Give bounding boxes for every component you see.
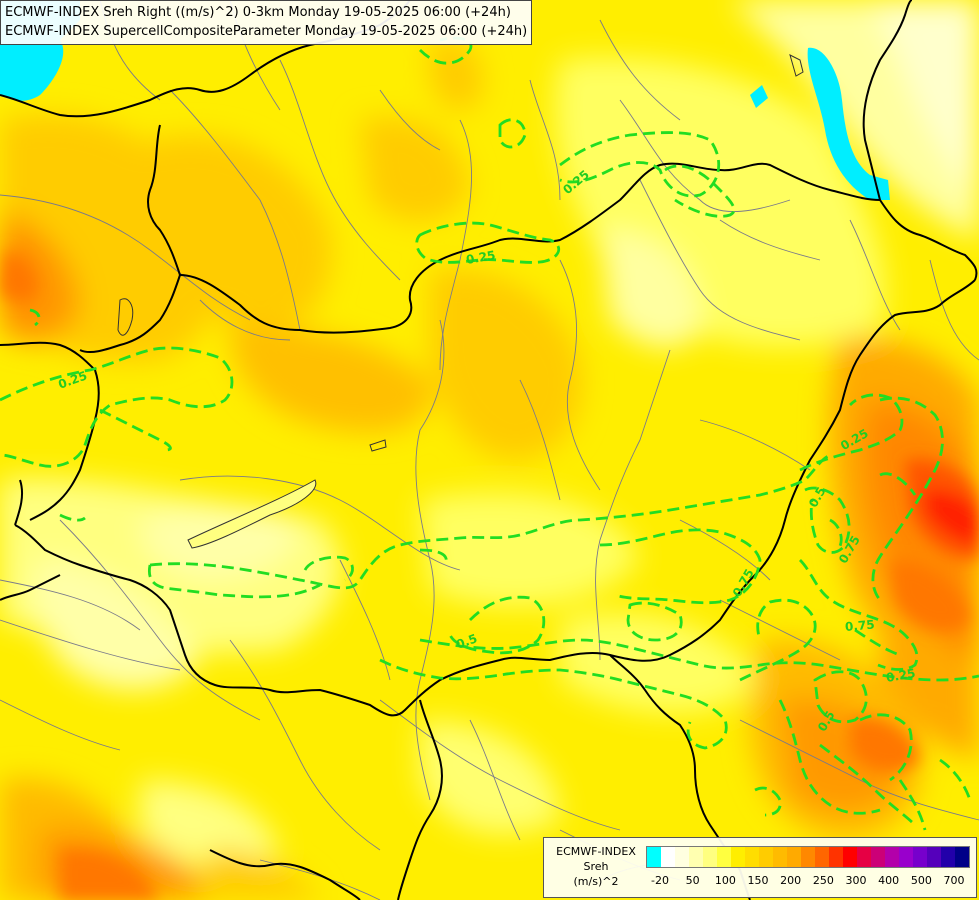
scp-contours <box>0 36 979 831</box>
legend-label: ECMWF-INDEX Sreh (m/s)^2 <box>548 844 644 889</box>
legend-swatch <box>661 847 675 867</box>
contour-label: 0.5 <box>454 631 479 651</box>
legend-tick-label: 300 <box>845 874 867 887</box>
legend-swatch <box>759 847 773 867</box>
legend-swatch <box>913 847 927 867</box>
legend-swatch <box>647 847 661 867</box>
legend-swatch <box>773 847 787 867</box>
contour-label: 0.25 <box>885 666 917 685</box>
small-lake-outline <box>369 439 387 452</box>
map-title-line-2: ECMWF-INDEX SupercellCompositeParameter … <box>5 24 528 39</box>
legend-swatch <box>675 847 689 867</box>
legend-swatch <box>703 847 717 867</box>
legend-swatch <box>787 847 801 867</box>
legend-swatch <box>717 847 731 867</box>
legend-swatch <box>871 847 885 867</box>
legend-label-line-3: (m/s)^2 <box>573 875 619 888</box>
legend-swatch <box>689 847 703 867</box>
legend-tick-label: 50 <box>685 874 700 887</box>
color-legend: ECMWF-INDEX Sreh (m/s)^2 -20 50 100 150 200 2… <box>543 837 977 898</box>
legend-swatch <box>745 847 759 867</box>
contour-label: 0.25 <box>465 248 497 267</box>
legend-ticks: -20 50 100 150 200 250 300 400 500 700 <box>646 874 972 888</box>
legend-swatch <box>857 847 871 867</box>
legend-color-bar <box>646 846 970 868</box>
legend-swatch <box>843 847 857 867</box>
legend-swatch <box>899 847 913 867</box>
legend-swatch <box>885 847 899 867</box>
legend-tick-label: 400 <box>878 874 900 887</box>
legend-label-line-2: Sreh <box>583 860 609 873</box>
legend-swatch <box>801 847 815 867</box>
map-title-line-1: ECMWF-INDEX Sreh Right ((m/s)^2) 0-3km M… <box>5 5 511 20</box>
legend-swatch <box>731 847 745 867</box>
legend-tick-label: 250 <box>812 874 834 887</box>
small-lake-outline-2 <box>117 298 134 336</box>
sreh-cores <box>0 250 979 900</box>
legend-label-line-1: ECMWF-INDEX <box>556 845 636 858</box>
legend-swatch <box>941 847 955 867</box>
contour-label: 0.75 <box>844 617 875 634</box>
legend-tick-label: -20 <box>651 874 669 887</box>
legend-swatch <box>829 847 843 867</box>
legend-swatch <box>927 847 941 867</box>
legend-tick-label: 500 <box>910 874 932 887</box>
legend-tick-label: 700 <box>943 874 965 887</box>
legend-swatch <box>815 847 829 867</box>
legend-tick-label: 100 <box>714 874 736 887</box>
small-lake-outline-3 <box>789 54 804 77</box>
legend-tick-label: 150 <box>747 874 769 887</box>
legend-tick-label: 200 <box>780 874 802 887</box>
map-title-box: ECMWF-INDEX Sreh Right ((m/s)^2) 0-3km M… <box>0 0 533 45</box>
lake-outline <box>187 479 317 549</box>
legend-swatch <box>955 847 969 867</box>
